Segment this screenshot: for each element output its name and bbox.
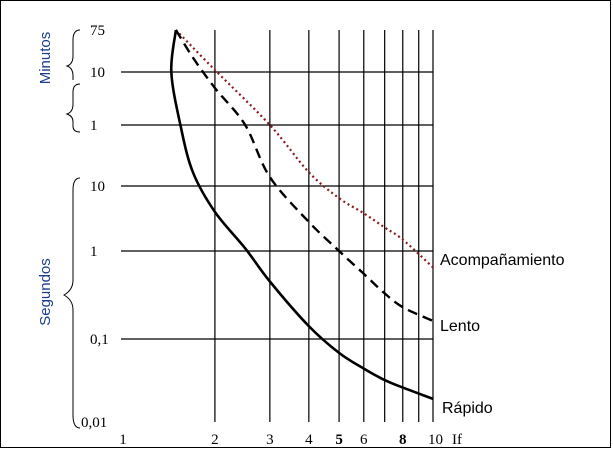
x-tick-label: 4: [305, 432, 313, 448]
y-tick-label-seconds: 10: [90, 179, 105, 195]
series-label-rapido: Rápido: [442, 400, 493, 417]
y-tick-label-minutes: 75: [90, 23, 105, 39]
series-line-2: [169, 29, 434, 401]
seconds-group-label: Segundos: [37, 258, 54, 326]
x-tick-label: 3: [266, 432, 274, 448]
y-tick-label-seconds: 1: [90, 244, 98, 260]
grid: [121, 30, 434, 422]
x-tick-label: 6: [360, 432, 368, 448]
y-tick-label-seconds: 0,01: [81, 415, 107, 431]
y-tick-label-seconds: 0,1: [90, 332, 109, 348]
x-tick-label: 10: [428, 432, 443, 448]
minutes-group-label: Minutos: [37, 32, 54, 85]
y-tick-label-minutes: 1: [90, 118, 98, 134]
series-line-0: [175, 29, 434, 269]
x-tick-label: 1: [119, 432, 127, 448]
seconds-brace: [62, 177, 81, 429]
y-tick-labels: 75 10 1 10 1 0,1 0,01: [81, 23, 109, 431]
x-tick-label: 2: [211, 432, 219, 448]
series-line-1: [174, 29, 434, 323]
series-label-acompanamiento: Acompañamiento: [440, 252, 565, 269]
curves: [169, 29, 434, 401]
minutes-brace-bottom: [65, 83, 81, 133]
x-tick-label: 8: [399, 432, 407, 448]
minutes-brace-top: [65, 29, 81, 80]
x-axis-label: If: [452, 432, 462, 448]
x-tick-label: 5: [335, 432, 343, 448]
x-tick-labels: 1 2 3 4 5 6 8 10: [119, 432, 443, 448]
y-tick-label-minutes: 10: [90, 65, 105, 81]
series-label-lento: Lento: [440, 318, 480, 335]
